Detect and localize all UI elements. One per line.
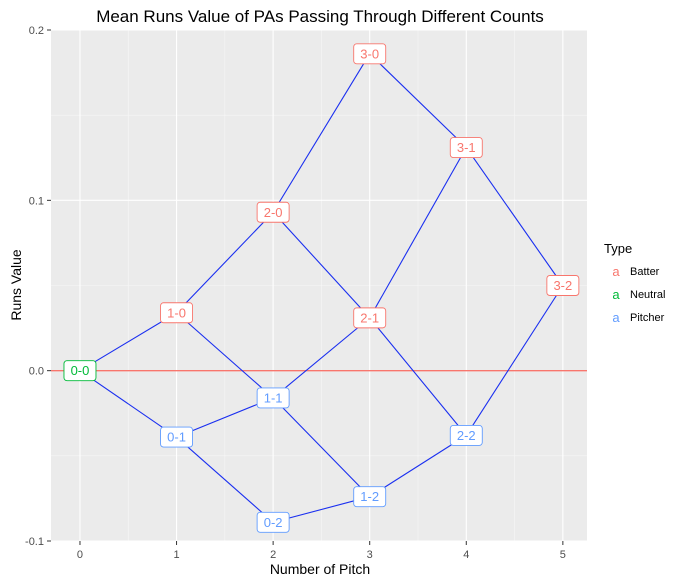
y-axis-ticks: -0.1 0.0 0.1 0.2 [25,25,51,548]
edge-0-1-to-0-2 [176,436,274,523]
node-label-text: 1-2 [360,489,379,504]
edge-2-0-to-2-1 [272,211,371,319]
legend-title: Type [604,241,632,256]
count-node-1-1: 1-1 [256,387,290,409]
edge-2-1-to-3-1 [369,147,467,319]
x-tick-label: 5 [560,549,566,561]
node-label-box [546,275,580,296]
count-node-2-1: 2-1 [353,307,387,329]
edge-1-1-to-2-1 [272,317,371,399]
node-label-text: 2-1 [360,310,379,325]
count-node-0-2: 0-2 [256,511,290,533]
node-label-box [353,43,387,65]
x-tick-label: 0 [77,549,83,561]
edge-1-0-to-2-0 [176,211,274,314]
x-tick-label: 1 [173,549,179,561]
edge-3-1-to-3-2 [465,147,564,286]
node-label-text: 2-2 [457,428,476,443]
count-nodes: 0-0 1-0 0-1 2-0 1-1 0-2 3-0 2-1 1-2 3-1 2-2 3-2 [63,43,580,533]
edge-0-0-to-1-0 [79,312,177,372]
node-label-box [160,426,193,448]
y-tick-label: 0.0 [29,366,44,378]
node-label-text: 1-0 [167,305,186,320]
count-node-1-2: 1-2 [353,486,387,508]
node-label-text: 2-0 [264,205,283,220]
node-label-box [449,424,483,446]
edge-1-2-to-2-2 [369,434,467,498]
y-axis-title: Runs Value [8,249,24,321]
node-label-box [353,307,387,329]
legend-label-neutral: Neutral [630,289,665,301]
count-node-1-0: 1-0 [160,302,193,324]
node-label-text: 0-0 [71,363,90,378]
legend-key-neutral: a [612,287,620,302]
edge-0-0-to-0-1 [79,370,177,438]
count-node-0-0: 0-0 [63,360,97,382]
edge-1-1-to-1-2 [272,397,371,498]
node-label-box [449,137,483,158]
count-node-0-1: 0-1 [160,426,193,448]
legend-key-pitcher: a [612,310,620,325]
node-label-box [63,360,97,382]
count-node-2-2: 2-2 [449,424,483,446]
legend-label-batter: Batter [630,266,660,278]
edge-1-0-to-1-1 [176,312,274,399]
node-label-box [353,486,387,508]
node-label-text: 0-2 [264,515,283,530]
edge-2-2-to-3-2 [465,285,564,436]
y-tick-label: 0.2 [29,25,44,37]
count-node-3-2: 3-2 [546,275,580,296]
node-label-box [160,302,193,324]
node-label-text: 0-1 [167,430,186,445]
minor-gridlines [51,30,587,541]
count-node-3-1: 3-1 [449,137,483,158]
edge-3-0-to-3-1 [369,53,467,148]
chart-title: Mean Runs Value of PAs Passing Through D… [96,7,544,26]
node-label-text: 1-1 [264,390,283,405]
node-label-text: 3-2 [553,278,572,293]
node-label-box [256,387,290,409]
legend-key-batter: a [612,264,620,279]
node-label-box [256,201,290,223]
x-axis-ticks: 0 1 2 3 4 5 [77,541,566,561]
y-tick-label: 0.1 [29,195,44,207]
legend-label-pitcher: Pitcher [630,312,665,324]
node-label-box [256,511,290,533]
x-axis-title: Number of Pitch [270,561,370,577]
x-tick-label: 4 [463,549,469,561]
node-label-text: 3-1 [457,140,476,155]
edge-2-0-to-3-0 [272,53,371,213]
x-tick-label: 3 [367,549,373,561]
node-label-text: 3-0 [360,46,379,61]
edge-2-1-to-2-2 [369,317,467,436]
y-tick-label: -0.1 [25,536,44,548]
count-node-2-0: 2-0 [256,201,290,223]
x-tick-label: 2 [270,549,276,561]
count-node-3-0: 3-0 [353,43,387,65]
